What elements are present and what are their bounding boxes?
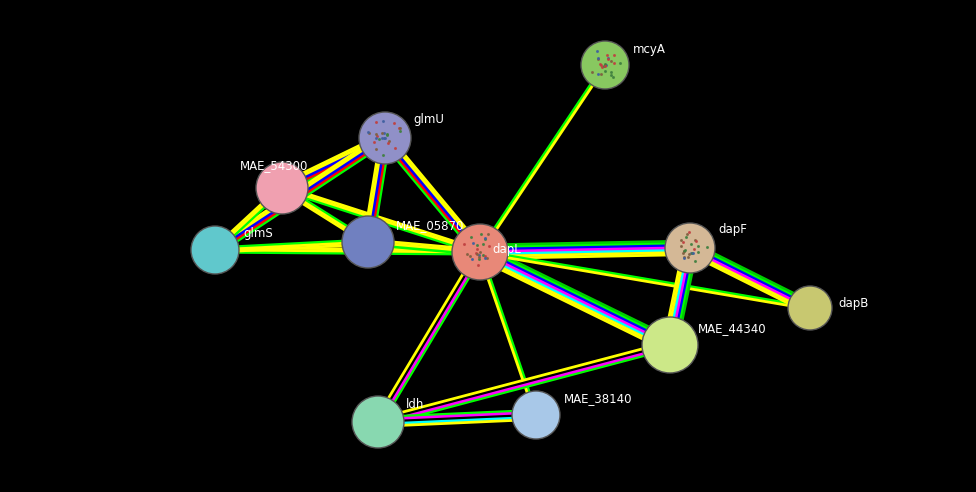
Text: MAE_44340: MAE_44340	[698, 322, 766, 336]
Circle shape	[452, 224, 508, 280]
Circle shape	[191, 226, 239, 274]
Text: ldh: ldh	[406, 398, 425, 410]
Circle shape	[581, 41, 629, 89]
Text: MAE_38140: MAE_38140	[564, 393, 632, 405]
Circle shape	[512, 391, 560, 439]
Circle shape	[352, 396, 404, 448]
Text: glmU: glmU	[413, 114, 444, 126]
Text: dapB: dapB	[838, 298, 869, 310]
Text: mcyA: mcyA	[633, 42, 666, 56]
Circle shape	[256, 162, 308, 214]
Text: MAE_54300: MAE_54300	[240, 159, 308, 173]
Text: dapL: dapL	[492, 244, 521, 256]
Circle shape	[359, 112, 411, 164]
Circle shape	[665, 223, 715, 273]
Circle shape	[788, 286, 832, 330]
Text: MAE_05870: MAE_05870	[396, 219, 465, 233]
Text: dapF: dapF	[718, 223, 747, 237]
Text: glmS: glmS	[243, 227, 272, 241]
Circle shape	[642, 317, 698, 373]
Circle shape	[342, 216, 394, 268]
